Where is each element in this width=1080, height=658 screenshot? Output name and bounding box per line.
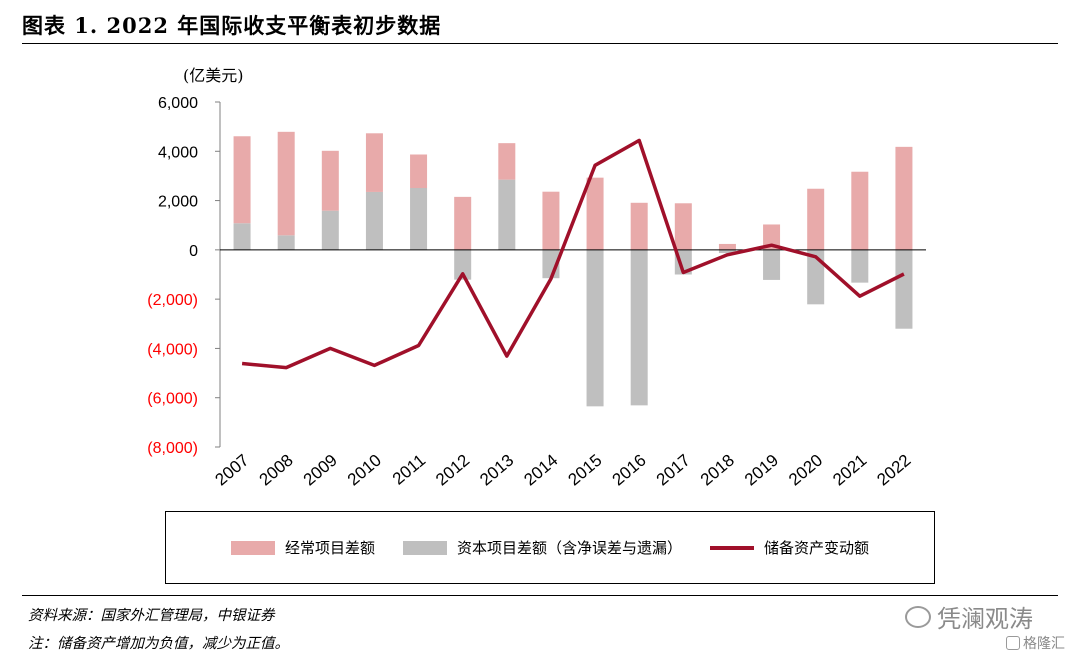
y-tick-label: (8,000): [147, 440, 198, 457]
bar-capital: [277, 235, 295, 250]
watermark: 凭澜观涛: [905, 599, 1033, 634]
wechat-icon: [905, 605, 931, 628]
bar-current: [233, 136, 251, 224]
legend-swatch-current: [230, 540, 275, 555]
brand-icon: [1006, 636, 1020, 650]
watermark-brand: 格隆汇: [1006, 633, 1065, 653]
legend-label-capital: 资本项目差额（含净误差与遗漏）: [456, 539, 682, 557]
source-note: 资料来源：国家外汇管理局，中银证券: [28, 608, 275, 624]
bar-current: [586, 177, 604, 250]
x-tick-label: 2019: [741, 451, 782, 490]
legend: 经常项目差额 资本项目差额（含净误差与遗漏） 储备资产变动额: [165, 511, 935, 584]
bar-current: [851, 171, 869, 250]
bar-current: [321, 150, 339, 211]
bar-capital: [454, 249, 472, 280]
bar-capital: [763, 249, 781, 280]
bar-capital: [586, 249, 604, 407]
y-tick-label: 4,000: [158, 144, 198, 161]
x-tick-label: 2012: [432, 451, 473, 490]
x-tick-label: 2009: [300, 451, 341, 490]
x-tick-label: 2014: [520, 451, 561, 490]
y-tick-label: (6,000): [147, 391, 198, 408]
x-tick-label: 2017: [653, 451, 694, 490]
footnote: 注：储备资产增加为负值，减少为正值。: [28, 636, 289, 652]
x-tick-label: 2016: [609, 451, 650, 490]
bar-current: [807, 188, 825, 250]
legend-label-current: 经常项目差额: [284, 539, 375, 557]
bar-capital: [718, 249, 736, 254]
bar-capital: [233, 223, 251, 250]
watermark-brand-text: 格隆汇: [1023, 636, 1065, 652]
bar-capital: [365, 191, 383, 250]
x-tick-label: 2018: [697, 451, 738, 490]
bar-current: [277, 131, 295, 236]
line-reserve: [241, 138, 905, 370]
x-tick-label: 2010: [344, 451, 385, 490]
x-tick-label: 2015: [564, 451, 605, 490]
bar-capital: [630, 249, 648, 406]
legend-swatch-reserve: [710, 545, 754, 550]
top-rule: [22, 43, 1058, 44]
x-tick-label: 2008: [256, 451, 297, 490]
bar-current: [718, 243, 736, 250]
bar-capital: [498, 179, 516, 250]
bar-current: [630, 202, 648, 250]
y-unit-label: (亿美元): [183, 66, 244, 85]
legend-item-reserve: 储备资产变动额: [710, 537, 869, 558]
bar-current: [674, 203, 692, 250]
x-tick-label: 2013: [476, 451, 517, 490]
x-tick-label: 2021: [829, 451, 870, 490]
x-tick-label: 2022: [873, 451, 914, 490]
bar-current: [542, 191, 560, 250]
x-tick-label: 2007: [211, 451, 252, 490]
bottom-rule: [22, 595, 1058, 596]
legend-item-current: 经常项目差额: [230, 537, 375, 558]
bar-capital: [895, 249, 913, 329]
legend-label-reserve: 储备资产变动额: [764, 539, 870, 557]
bar-capital: [410, 188, 428, 250]
x-tick-label: 2011: [389, 451, 429, 489]
bar-current: [498, 143, 516, 180]
y-tick-label: 0: [189, 243, 198, 260]
watermark-text: 凭澜观涛: [937, 605, 1033, 633]
bar-current: [410, 154, 428, 189]
chart-title: 图表 1. 2022 年国际收支平衡表初步数据: [22, 13, 442, 38]
bar-capital: [807, 249, 825, 305]
bar-current: [895, 146, 913, 250]
bar-current: [454, 196, 472, 250]
y-tick-label: 2,000: [158, 194, 198, 211]
y-tick-label: (2,000): [147, 292, 198, 309]
x-tick-label: 2020: [785, 451, 826, 490]
bar-capital: [321, 210, 339, 250]
legend-swatch-capital: [402, 540, 447, 555]
bar-capital: [851, 249, 869, 283]
bar-current: [365, 133, 383, 192]
bar-current: [763, 224, 781, 250]
y-tick-label: (4,000): [147, 341, 198, 358]
y-tick-label: 6,000: [158, 95, 198, 112]
legend-item-capital: 资本项目差额（含净误差与遗漏）: [402, 537, 682, 558]
